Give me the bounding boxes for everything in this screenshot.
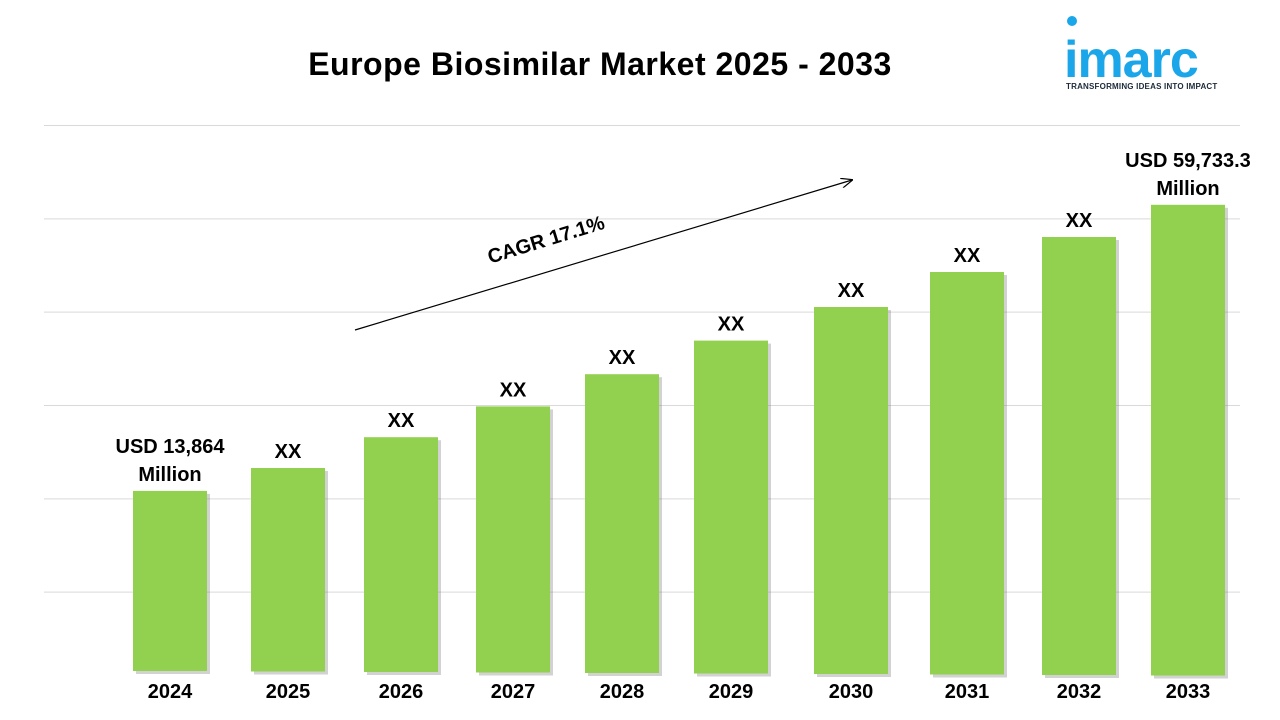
- data-label: XX: [838, 280, 865, 302]
- data-label: Million: [138, 464, 201, 486]
- data-label: XX: [1066, 210, 1093, 232]
- bar-2024: [133, 490, 207, 671]
- x-tick-label: 2024: [148, 681, 193, 703]
- logo-tagline: TRANSFORMING IDEAS INTO IMPACT: [1066, 82, 1218, 91]
- x-tick-label: 2029: [709, 681, 754, 703]
- bar-2026: [364, 437, 438, 672]
- x-tick-label: 2030: [829, 681, 874, 703]
- bar-2033: [1151, 204, 1225, 676]
- cagr-label: CAGR 17.1%: [485, 212, 607, 269]
- data-label: XX: [954, 245, 981, 267]
- data-label: XX: [718, 314, 745, 336]
- x-tick-label: 2028: [600, 681, 645, 703]
- data-label: XX: [500, 379, 527, 401]
- cagr-annotation: CAGR 17.1%: [354, 180, 852, 331]
- bar-2030: [814, 307, 888, 674]
- bar-2032: [1042, 237, 1116, 675]
- cagr-arrow: [354, 180, 852, 331]
- x-tick-label: 2033: [1166, 681, 1211, 703]
- imarc-logo: imarc TRANSFORMING IDEAS INTO IMPACT: [1064, 14, 1244, 94]
- bar-2027: [476, 406, 550, 673]
- bar-2029: [694, 340, 768, 674]
- data-label: Million: [1156, 178, 1219, 200]
- x-tick-label: 2027: [491, 681, 536, 703]
- data-label: XX: [609, 347, 636, 369]
- chart-title: Europe Biosimilar Market 2025 - 2033: [308, 46, 892, 82]
- data-label: USD 59,733.3: [1125, 150, 1251, 172]
- bar-2028: [585, 374, 659, 673]
- logo-wordmark: imarc: [1064, 31, 1199, 89]
- x-tick-label: 2025: [266, 681, 311, 703]
- bar-2031: [930, 272, 1004, 675]
- x-tick-label: 2032: [1057, 681, 1102, 703]
- bars-layer: [133, 204, 1228, 679]
- data-label: XX: [388, 410, 415, 432]
- data-label: XX: [275, 441, 302, 463]
- data-label: USD 13,864: [116, 436, 226, 458]
- logo-dot-icon: [1067, 16, 1077, 26]
- bar-2025: [251, 468, 325, 672]
- x-tick-label: 2031: [945, 681, 990, 703]
- labels-layer: 2024 USD 13,864 Million 2025 XX 2026 XX 2027 XX 2…: [116, 150, 1251, 703]
- x-tick-label: 2026: [379, 681, 424, 703]
